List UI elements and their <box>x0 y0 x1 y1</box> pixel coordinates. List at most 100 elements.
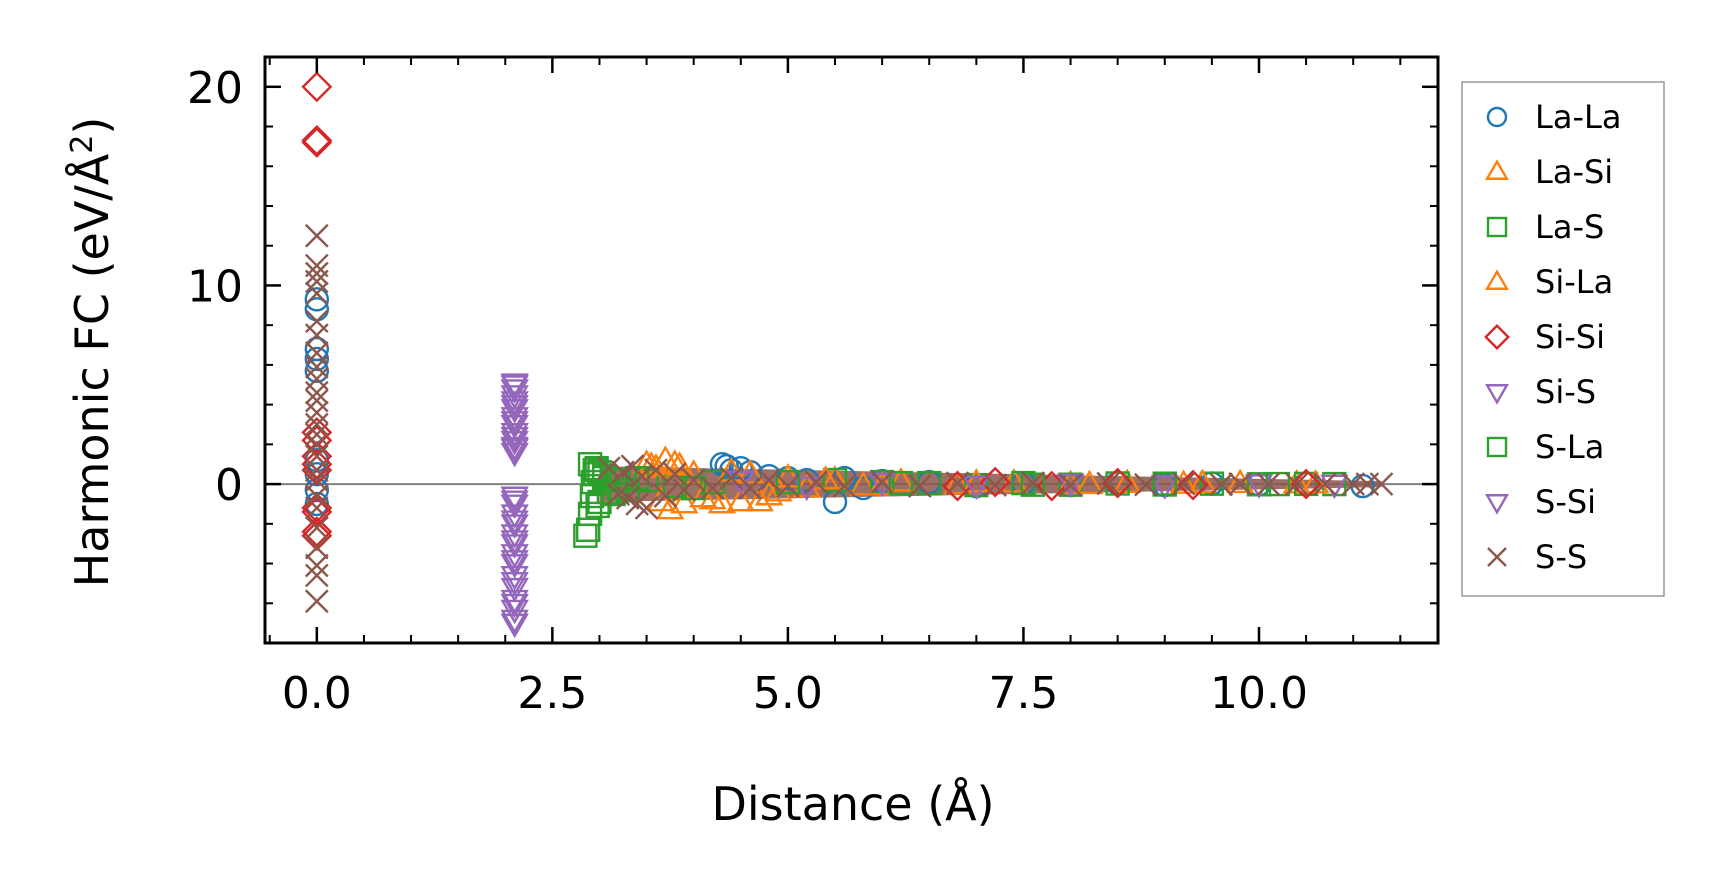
data-point <box>867 472 897 498</box>
data-point <box>301 516 333 548</box>
legend-item-la-s: La-S <box>1486 208 1604 246</box>
data-point <box>304 458 329 483</box>
legend-marker <box>1486 106 1508 128</box>
data-point <box>681 468 706 492</box>
data-point <box>500 399 529 424</box>
legend-item-s-si: S-Si <box>1485 483 1596 521</box>
data-point <box>304 563 329 588</box>
legend-label: La-La <box>1535 98 1621 136</box>
data-point <box>943 470 972 495</box>
data-point <box>304 388 329 413</box>
y-tick-label: 10 <box>187 261 243 312</box>
tick-labels: 0.0 2.5 5.0 7.5 10.0 0 10 20 <box>187 63 1308 719</box>
legend-marker <box>1485 384 1509 405</box>
data-point <box>634 496 659 520</box>
legend-marker <box>1485 494 1509 515</box>
legend-label: S-La <box>1535 428 1604 466</box>
data-point <box>1282 469 1311 494</box>
data-point <box>1228 472 1252 496</box>
data-point <box>641 453 671 478</box>
data-point <box>304 380 329 405</box>
data-point <box>304 412 329 437</box>
data-point <box>500 510 529 535</box>
data-point <box>1150 475 1179 500</box>
data-point <box>1021 471 1045 495</box>
data-point <box>792 476 821 502</box>
x-tick-label: 5.0 <box>753 668 823 719</box>
axis-ticks <box>265 57 1438 644</box>
data-point <box>304 422 329 447</box>
data-point <box>688 482 718 508</box>
data-point <box>700 469 725 495</box>
data-point <box>1058 473 1083 497</box>
data-point <box>304 515 329 540</box>
data-point <box>304 323 329 347</box>
y-tick-label: 0 <box>215 460 243 511</box>
data-point <box>1169 469 1198 494</box>
data-point <box>630 464 654 488</box>
data-point <box>500 438 529 464</box>
series-s-s <box>304 223 1394 614</box>
data-point <box>575 517 601 542</box>
data-point <box>804 470 829 494</box>
data-point <box>500 577 529 603</box>
data-point <box>500 609 529 635</box>
x-tick-label: 0.0 <box>282 668 352 719</box>
data-point <box>679 459 708 484</box>
x-tick-label: 2.5 <box>517 668 587 719</box>
data-point <box>726 486 755 512</box>
legend-item-la-si: La-Si <box>1485 153 1613 191</box>
data-point <box>754 480 784 506</box>
data-point <box>1313 472 1337 496</box>
data-point <box>653 484 678 508</box>
data-point <box>304 287 330 312</box>
data-point <box>304 484 329 508</box>
data-point <box>304 358 330 384</box>
data-point <box>1171 471 1196 496</box>
data-point <box>717 457 746 482</box>
data-point <box>500 593 529 619</box>
data-point <box>1056 473 1085 499</box>
data-point <box>500 550 529 575</box>
data-point <box>776 474 800 498</box>
series-s-si <box>500 375 529 639</box>
data-point <box>719 466 744 490</box>
x-tick-label: 10.0 <box>1210 668 1308 719</box>
data-point <box>1102 467 1134 499</box>
data-point <box>500 426 529 452</box>
data-point <box>870 470 894 494</box>
data-point <box>1020 472 1046 497</box>
data-point <box>587 459 612 485</box>
y-axis-label-main: Harmonic FC (eV/Å <box>65 153 119 587</box>
data-point <box>662 462 687 487</box>
legend-marker <box>1484 324 1510 350</box>
legend-item-si-la: Si-La <box>1485 263 1613 301</box>
data-point <box>1209 472 1234 497</box>
data-point <box>500 411 529 436</box>
data-point <box>304 281 329 306</box>
data-point <box>301 71 333 103</box>
data-point <box>700 476 725 500</box>
data-point <box>1112 468 1142 493</box>
data-point <box>301 496 333 528</box>
legend-item-si-s: Si-S <box>1485 373 1596 411</box>
data-point <box>1284 472 1309 496</box>
data-point <box>1177 469 1209 501</box>
data-point <box>670 488 699 514</box>
data-point <box>1256 472 1281 496</box>
data-point <box>500 442 529 468</box>
plot-frame <box>263 55 1440 645</box>
legend-label: La-Si <box>1535 153 1613 191</box>
data-point <box>301 124 333 156</box>
data-point <box>500 554 529 579</box>
data-point <box>500 391 529 416</box>
data-point <box>500 407 529 432</box>
y-axis-label-close: ) <box>65 117 119 135</box>
data-point <box>822 467 848 493</box>
legend-marker <box>1485 159 1509 180</box>
legend-item-s-s: S-S <box>1487 538 1587 576</box>
data-point <box>301 520 333 552</box>
data-point <box>634 467 659 493</box>
legend: La-La La-Si La-S Si-La Si-Si Si-S S-La S-Si S-S <box>1461 81 1665 597</box>
